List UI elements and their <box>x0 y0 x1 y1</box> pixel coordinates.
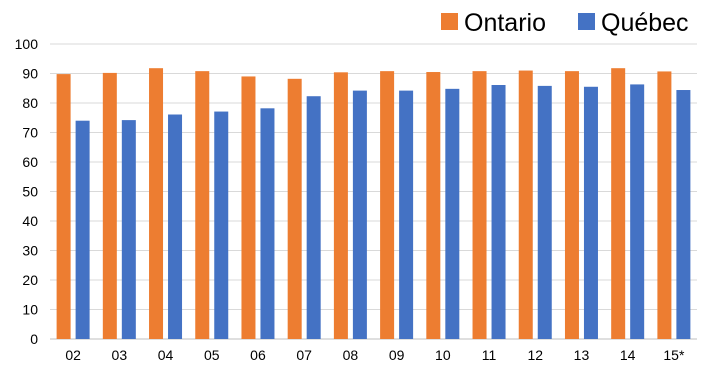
bar-ontario-06 <box>241 76 256 339</box>
y-axis-ticks: 0 10 20 30 40 50 60 70 80 90 100 <box>15 36 39 347</box>
bar-ontario-15* <box>657 71 672 339</box>
x-tick-label: 15* <box>663 347 685 363</box>
bar-québec-10 <box>445 88 460 339</box>
bar-québec-09 <box>399 90 414 339</box>
bar-québec-07 <box>306 96 321 339</box>
bar-québec-03 <box>121 120 136 339</box>
y-tick-label: 30 <box>22 243 38 259</box>
bar-ontario-11 <box>472 71 487 339</box>
bar-québec-15* <box>676 90 691 340</box>
gridlines <box>50 43 697 340</box>
bar-québec-05 <box>214 111 229 340</box>
bar-ontario-10 <box>426 72 441 340</box>
x-tick-label: 12 <box>527 347 543 363</box>
bar-ontario-05 <box>195 71 210 339</box>
y-tick-label: 70 <box>22 125 38 141</box>
bar-ontario-08 <box>333 72 348 339</box>
x-tick-label: 02 <box>65 347 81 363</box>
x-tick-label: 09 <box>389 347 405 363</box>
y-tick-label: 10 <box>22 302 38 318</box>
bar-ontario-07 <box>287 78 302 339</box>
x-tick-label: 08 <box>343 347 359 363</box>
bar-québec-08 <box>352 90 367 339</box>
bar-ontario-03 <box>102 72 117 339</box>
bar-ontario-14 <box>611 68 626 339</box>
legend-swatch-ontario <box>441 13 458 30</box>
legend-swatch-québec <box>578 13 595 30</box>
bar-ontario-12 <box>518 70 533 340</box>
x-tick-label: 04 <box>158 347 174 363</box>
y-tick-label: 90 <box>22 66 38 82</box>
x-tick-label: 03 <box>112 347 128 363</box>
y-tick-label: 40 <box>22 213 38 229</box>
x-tick-label: 07 <box>296 347 312 363</box>
x-tick-label: 10 <box>435 347 451 363</box>
bar-québec-14 <box>630 84 645 339</box>
y-tick-label: 60 <box>22 154 38 170</box>
bar-québec-06 <box>260 108 275 339</box>
x-tick-label: 06 <box>250 347 266 363</box>
bar-ontario-04 <box>149 68 164 339</box>
x-tick-label: 05 <box>204 347 220 363</box>
y-tick-label: 50 <box>22 184 38 200</box>
legend: Ontario Québec <box>441 9 689 37</box>
x-tick-label: 11 <box>482 347 497 363</box>
bars <box>56 68 691 340</box>
y-tick-label: 80 <box>22 95 38 111</box>
y-tick-label: 100 <box>15 36 39 52</box>
bar-ontario-13 <box>564 71 579 339</box>
legend-label-québec: Québec <box>601 9 689 37</box>
y-tick-label: 20 <box>22 272 38 288</box>
bar-québec-13 <box>583 86 598 340</box>
bar-québec-04 <box>168 114 183 339</box>
bar-québec-11 <box>491 85 506 339</box>
bar-ontario-09 <box>380 71 395 339</box>
legend-label-ontario: Ontario <box>464 9 546 37</box>
x-axis-ticks: 02 03 04 05 06 07 08 09 10 11 12 13 14 15* <box>65 347 685 363</box>
x-tick-label: 14 <box>620 347 636 363</box>
bar-québec-02 <box>75 120 90 339</box>
y-tick-label: 0 <box>30 331 38 347</box>
bar-ontario-02 <box>56 74 71 339</box>
x-tick-label: 13 <box>574 347 590 363</box>
bar-québec-12 <box>537 85 552 339</box>
